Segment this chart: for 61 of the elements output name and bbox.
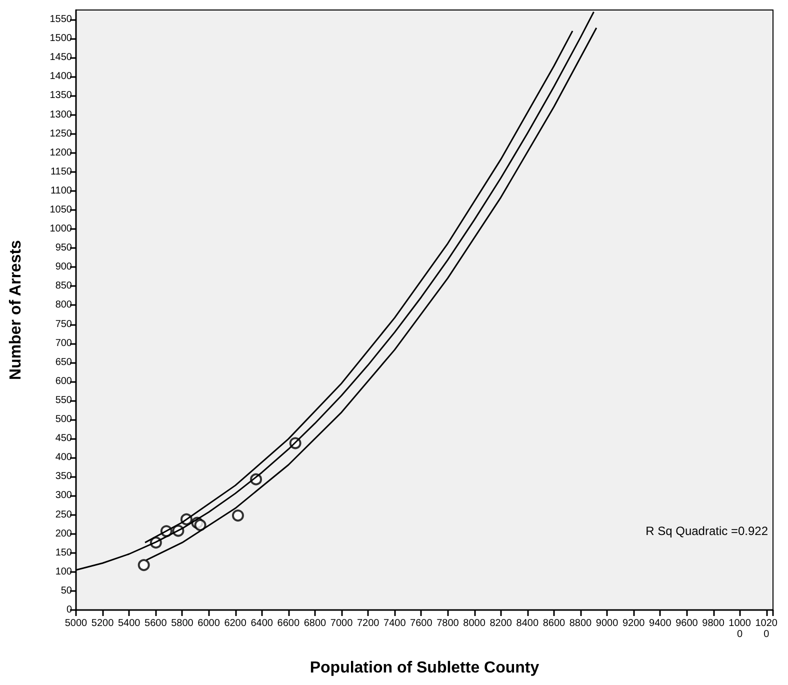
x-tick-label: 8600 xyxy=(542,618,566,629)
x-tick-label: 7000 xyxy=(330,618,354,629)
y-tick-label: 1100 xyxy=(50,185,72,196)
y-tick-label: 1300 xyxy=(50,109,72,120)
x-tick-label: 8800 xyxy=(569,618,592,629)
y-tick-label: 950 xyxy=(55,242,72,254)
x-tick-label: 5400 xyxy=(118,618,141,629)
y-tick-label: 1550 xyxy=(50,14,72,26)
x-tick-label: 6600 xyxy=(277,618,300,629)
y-tick-label: 300 xyxy=(55,490,72,502)
y-tick-label: 1200 xyxy=(50,147,72,158)
y-tick-label: 250 xyxy=(55,509,72,520)
y-tick-label: 700 xyxy=(55,338,72,349)
x-tick-label: 1020 0 xyxy=(755,618,778,640)
x-tick-label: 7600 xyxy=(410,618,433,629)
x-tick-label: 5600 xyxy=(144,618,168,629)
y-tick-label: 1500 xyxy=(50,33,72,44)
x-tick-label: 9800 xyxy=(702,618,725,629)
y-tick-label: 350 xyxy=(55,471,72,482)
y-tick-label: 100 xyxy=(55,566,72,578)
y-axis-title: Number of Arrests xyxy=(8,240,24,380)
y-tick-label: 900 xyxy=(55,262,72,273)
x-tick-label: 6800 xyxy=(304,618,327,629)
x-tick-label: 5000 xyxy=(64,618,88,629)
y-tick-label: 500 xyxy=(55,414,72,426)
x-tick-label: 9600 xyxy=(676,618,698,629)
x-tick-label: 6400 xyxy=(250,618,274,629)
x-axis-title: Population of Sublette County xyxy=(310,660,540,676)
y-tick-label: 1450 xyxy=(50,52,72,64)
annotation: R Sq Quadratic =0.922 xyxy=(646,524,768,538)
x-tick-label: 1000 0 xyxy=(728,618,752,640)
x-tick-label: 6000 xyxy=(198,618,220,629)
x-tick-label: 5800 xyxy=(171,618,194,629)
x-tick-label: 8000 xyxy=(463,618,486,629)
y-tick-label: 450 xyxy=(55,433,72,444)
y-tick-label: 600 xyxy=(55,376,72,387)
y-tick-label: 50 xyxy=(60,585,72,596)
y-tick-label: 750 xyxy=(55,318,72,330)
x-tick-label: 8400 xyxy=(516,618,539,629)
y-tick-label: 550 xyxy=(55,394,72,406)
y-tick-label: 1000 xyxy=(50,224,72,235)
y-tick-label: 150 xyxy=(55,547,72,558)
y-tick-label: 1250 xyxy=(50,128,72,140)
x-tick-label: 7400 xyxy=(384,618,406,629)
y-tick-label: 400 xyxy=(55,452,72,464)
y-tick-label: 1400 xyxy=(50,71,72,82)
x-tick-label: 9000 xyxy=(596,618,619,629)
y-tick-label: 1350 xyxy=(50,90,72,102)
y-tick-label: 650 xyxy=(55,356,72,368)
y-tick-label: 1150 xyxy=(50,166,72,178)
x-tick-label: 5200 xyxy=(91,618,114,629)
y-tick-label: 850 xyxy=(55,280,72,292)
y-tick-label: 200 xyxy=(55,528,72,540)
x-tick-label: 9400 xyxy=(649,618,672,629)
x-tick-label: 7800 xyxy=(436,618,460,629)
x-tick-label: 7200 xyxy=(356,618,380,629)
x-tick-label: 8200 xyxy=(490,618,512,629)
y-tick-label: 800 xyxy=(55,300,72,311)
x-tick-label: 6200 xyxy=(224,618,247,629)
y-tick-label: 1050 xyxy=(50,204,72,216)
x-tick-label: 9200 xyxy=(622,618,646,629)
